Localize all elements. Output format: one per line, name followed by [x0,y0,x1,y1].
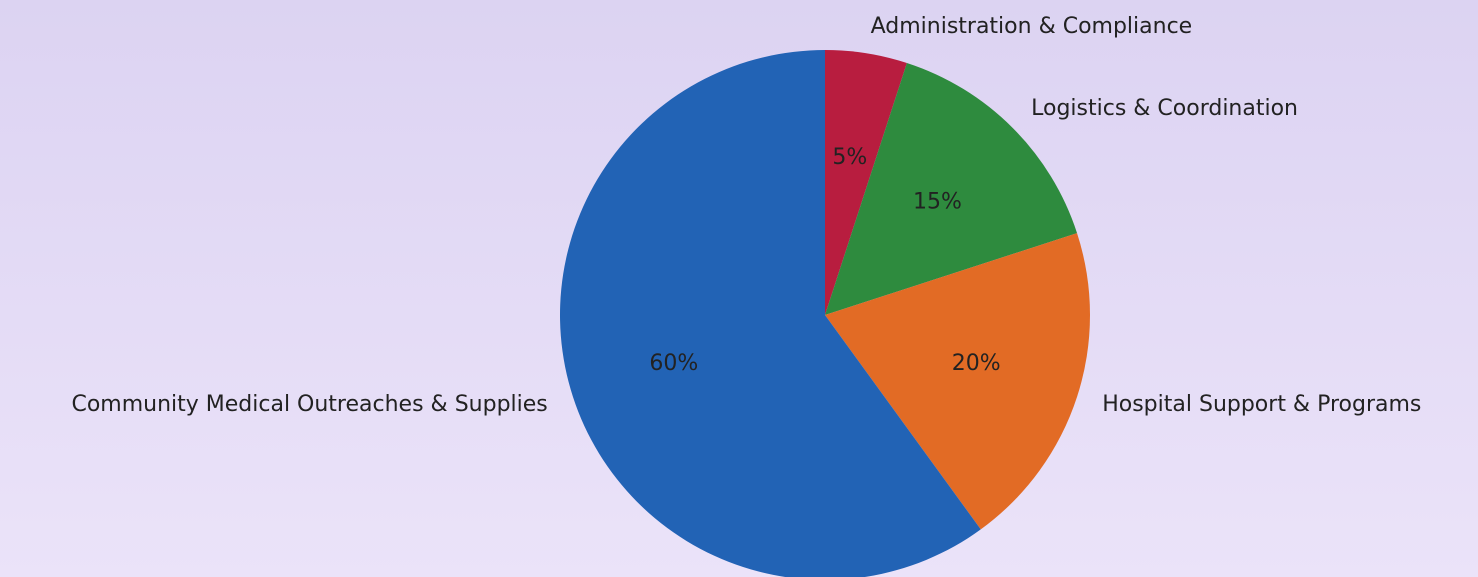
percent-label: 5% [832,145,867,170]
percent-label: 60% [649,351,698,376]
pie-slice [560,50,981,577]
slice-label: Administration & Compliance [871,14,1193,39]
slice-label: Community Medical Outreaches & Supplies [71,392,547,417]
slice-label: Logistics & Coordination [1031,96,1298,121]
pie-slice [825,50,907,315]
slice-label: Hospital Support & Programs [1102,392,1421,417]
pie-slice [825,62,1078,315]
percent-label: 20% [952,351,1001,376]
pie-slice [825,233,1090,530]
percent-label: 15% [913,190,962,215]
